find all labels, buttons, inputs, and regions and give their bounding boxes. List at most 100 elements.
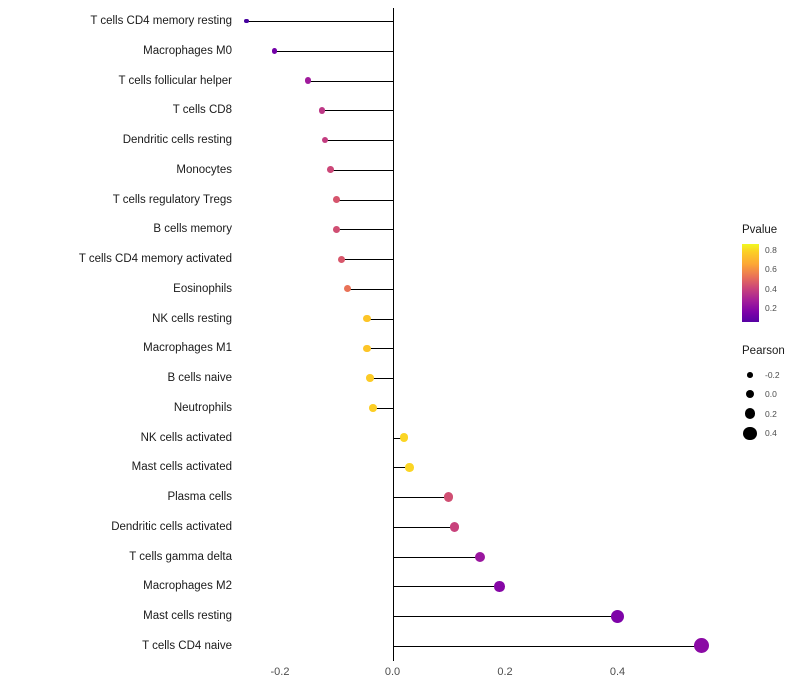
y-axis-label: Mast cells activated bbox=[131, 461, 232, 474]
y-axis-label: Macrophages M1 bbox=[143, 342, 232, 355]
lollipop-stick bbox=[308, 80, 393, 82]
lollipop-stick bbox=[347, 288, 393, 290]
y-axis-label: Mast cells resting bbox=[143, 610, 232, 623]
pearson-legend-entry: 0.2 bbox=[742, 404, 785, 424]
y-axis-label: Plasma cells bbox=[167, 491, 232, 504]
y-axis-label: Dendritic cells resting bbox=[122, 134, 232, 147]
data-point bbox=[304, 77, 312, 84]
lollipop-stick bbox=[392, 526, 455, 528]
lollipop-stick bbox=[392, 616, 618, 618]
y-axis-label: B cells naive bbox=[167, 372, 232, 385]
pearson-legend-dot bbox=[744, 408, 756, 420]
pearson-legend-dot bbox=[743, 426, 757, 440]
x-axis-tick-label: 0.0 bbox=[384, 666, 401, 678]
lollipop-stick bbox=[367, 348, 393, 350]
lollipop-stick bbox=[392, 586, 500, 588]
pvalue-legend-title: Pvalue bbox=[742, 224, 778, 236]
y-axis-label: NK cells resting bbox=[152, 312, 232, 325]
pearson-legend-entries: -0.2 0.0 0.2 0.4 bbox=[742, 365, 785, 443]
data-point bbox=[343, 285, 352, 293]
pearson-legend-dot-wrap bbox=[742, 425, 758, 441]
y-axis-label: Neutrophils bbox=[173, 401, 232, 414]
data-point bbox=[243, 18, 249, 24]
pearson-legend-label: 0.4 bbox=[765, 428, 777, 439]
data-point bbox=[474, 551, 485, 562]
pvalue-legend-tick-label: 0.8 bbox=[765, 245, 777, 255]
y-axis-label: Dendritic cells activated bbox=[111, 520, 232, 533]
data-point bbox=[332, 196, 340, 203]
pearson-legend-title: Pearson bbox=[742, 345, 785, 357]
y-axis-label: Macrophages M2 bbox=[143, 580, 232, 593]
plot-area: T cells CD4 memory resting Macrophages M0… bbox=[0, 8, 740, 686]
y-axis-label: T cells CD4 memory activated bbox=[78, 253, 232, 266]
data-point bbox=[332, 225, 340, 233]
data-point bbox=[321, 136, 329, 144]
x-axis-tick-label: 0.4 bbox=[609, 666, 626, 678]
lollipop-stick bbox=[392, 437, 404, 439]
y-axis-label: T cells CD4 memory resting bbox=[90, 15, 232, 27]
lollipop-stick bbox=[392, 467, 410, 469]
pearson-legend-dot-wrap bbox=[742, 406, 758, 422]
x-axis-tick-label: 0.2 bbox=[497, 666, 513, 678]
data-point bbox=[399, 433, 408, 442]
lollipop-stick bbox=[392, 556, 480, 558]
lollipop-stick bbox=[330, 169, 393, 171]
zero-axis-line bbox=[392, 8, 394, 661]
y-axis-label: T cells regulatory Tregs bbox=[112, 193, 232, 206]
pearson-legend-dot bbox=[745, 390, 755, 399]
pearson-legend-entry: 0.0 bbox=[742, 385, 785, 405]
lollipop-stick bbox=[336, 229, 393, 231]
y-axis-label: T cells gamma delta bbox=[129, 550, 232, 563]
y-axis-label: Macrophages M0 bbox=[143, 44, 232, 57]
pearson-legend-label: 0.0 bbox=[765, 389, 777, 400]
data-point bbox=[338, 255, 346, 263]
pvalue-gradient-wrap: 0.8 0.6 0.4 0.2 bbox=[742, 244, 800, 324]
data-point bbox=[368, 404, 377, 412]
lollipop-stick bbox=[392, 645, 702, 647]
lollipop-stick bbox=[336, 199, 393, 201]
x-axis: -0.2 0.0 0.2 0.4 bbox=[0, 666, 740, 686]
y-axis-label: T cells follicular helper bbox=[118, 74, 232, 87]
pvalue-legend: Pvalue 0.8 0.6 0.4 0.2 bbox=[742, 224, 800, 324]
data-point bbox=[327, 166, 334, 174]
data-point bbox=[494, 581, 505, 592]
lollipop-stick bbox=[370, 378, 393, 380]
pearson-legend-entry: -0.2 bbox=[742, 365, 785, 385]
pearson-legend-label: 0.2 bbox=[765, 408, 777, 419]
y-axis-label: Monocytes bbox=[176, 163, 232, 176]
data-point bbox=[694, 638, 710, 654]
data-point bbox=[449, 522, 460, 532]
pearson-legend-dot-wrap bbox=[742, 367, 758, 383]
data-point bbox=[318, 106, 326, 114]
data-point bbox=[363, 314, 371, 323]
y-axis-label: T cells CD8 bbox=[172, 104, 232, 117]
lollipop-stick bbox=[341, 259, 393, 261]
lollipop-stick bbox=[367, 318, 393, 320]
lollipop-stick bbox=[246, 21, 393, 22]
y-axis-label: T cells CD4 naive bbox=[142, 639, 232, 652]
data-point bbox=[405, 463, 414, 472]
y-axis-label: Eosinophils bbox=[173, 282, 232, 295]
data-point bbox=[610, 609, 625, 623]
data-point bbox=[366, 374, 374, 382]
data-point bbox=[444, 492, 454, 502]
pearson-legend-dot bbox=[747, 371, 753, 378]
pearson-legend: Pearson -0.2 0.0 0.2 0.4 bbox=[742, 345, 785, 443]
lollipop-stick bbox=[322, 110, 393, 112]
y-axis-label: B cells memory bbox=[153, 223, 232, 236]
pearson-legend-entry: 0.4 bbox=[742, 424, 785, 444]
pvalue-legend-tick-label: 0.6 bbox=[765, 264, 777, 275]
pvalue-legend-tick-label: 0.2 bbox=[765, 302, 777, 313]
pearson-legend-dot-wrap bbox=[742, 386, 758, 402]
lollipop-stick bbox=[274, 50, 393, 52]
y-axis-label: NK cells activated bbox=[140, 431, 232, 444]
lollipop-stick bbox=[372, 407, 393, 409]
data-point bbox=[363, 344, 371, 353]
data-point bbox=[271, 48, 278, 54]
pearson-legend-label: -0.2 bbox=[765, 369, 780, 380]
pvalue-gradient-bar bbox=[742, 244, 759, 322]
pvalue-legend-tick-label: 0.4 bbox=[765, 283, 777, 294]
lollipop-stick bbox=[325, 140, 393, 142]
x-axis-tick-label: -0.2 bbox=[270, 666, 290, 678]
